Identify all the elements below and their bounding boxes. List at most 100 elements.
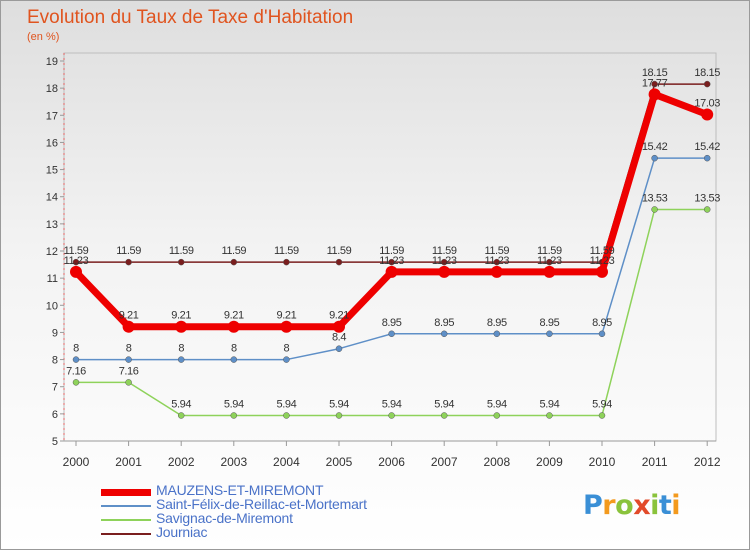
- y-tick-label: 6: [52, 409, 58, 421]
- data-label-2: 5.94: [434, 398, 454, 410]
- data-point-3: [493, 258, 501, 266]
- x-tick-label: 2008: [483, 455, 510, 469]
- data-label-0: 9.21: [329, 310, 349, 322]
- data-point-3: [335, 258, 343, 266]
- data-label-1: 8.95: [539, 317, 559, 329]
- data-label-0: 9.21: [171, 310, 191, 322]
- logo-letter: t: [658, 490, 672, 521]
- data-label-2: 5.94: [276, 398, 296, 410]
- data-label-0: 11.23: [484, 255, 509, 267]
- legend-swatch: [101, 505, 151, 507]
- data-label-0: 9.21: [276, 310, 296, 322]
- data-label-3: 11.59: [590, 245, 615, 257]
- data-point-1: [283, 356, 290, 363]
- data-label-1: 8: [73, 343, 79, 355]
- data-point-3: [283, 258, 290, 266]
- data-point-1: [493, 330, 501, 338]
- data-label-1: 15.42: [642, 141, 668, 153]
- data-point-0: [543, 265, 556, 278]
- data-point-0: [70, 265, 82, 278]
- y-tick-label: 8: [52, 355, 58, 367]
- data-point-2: [493, 412, 501, 419]
- data-point-1: [546, 330, 553, 338]
- data-point-2: [335, 412, 343, 419]
- data-point-3: [651, 80, 658, 88]
- data-label-3: 11.59: [432, 245, 457, 257]
- data-label-3: 18.15: [642, 67, 668, 79]
- legend-label: MAUZENS-ET-MIREMONT: [156, 482, 324, 498]
- x-tick-label: 2011: [642, 455, 668, 469]
- series-lines: [70, 80, 714, 419]
- data-label-3: 11.59: [221, 245, 246, 257]
- data-label-2: 7.16: [66, 365, 86, 377]
- x-tick-label: 2009: [536, 455, 563, 469]
- data-label-2: 5.94: [487, 398, 507, 410]
- data-point-1: [598, 330, 606, 338]
- data-point-1: [651, 154, 658, 162]
- legend-swatch: [101, 519, 151, 521]
- data-point-3: [125, 258, 132, 266]
- legend-swatch: [101, 489, 151, 496]
- y-tick-label: 15: [46, 165, 58, 177]
- logo-letter: i: [671, 490, 681, 521]
- data-label-1: 8.4: [332, 332, 346, 344]
- data-point-2: [72, 379, 80, 386]
- logo-letter: P: [583, 490, 603, 521]
- y-tick-label: 10: [46, 300, 58, 312]
- data-label-0: 11.23: [379, 255, 404, 267]
- data-label-3: 18.15: [694, 67, 720, 79]
- legend-label: Savignac-de-Miremont: [156, 510, 293, 526]
- data-label-3: 11.59: [169, 245, 194, 257]
- data-point-1: [335, 345, 343, 352]
- y-tick-label: 16: [46, 137, 58, 149]
- data-label-1: 8.95: [382, 317, 402, 329]
- y-tick-label: 19: [46, 56, 58, 68]
- data-label-1: 8.95: [487, 317, 507, 329]
- data-label-3: 11.59: [64, 245, 89, 257]
- x-tick-label: 2007: [431, 455, 458, 469]
- data-label-2: 13.53: [642, 192, 668, 204]
- x-tick-label: 2000: [63, 455, 90, 469]
- legend-swatch: [101, 533, 151, 535]
- series-line-0: [72, 90, 711, 331]
- data-point-1: [72, 356, 80, 363]
- data-point-0: [438, 265, 451, 278]
- data-label-3: 11.59: [379, 245, 404, 257]
- data-point-3: [230, 258, 238, 266]
- data-label-2: 5.94: [382, 398, 402, 410]
- data-label-1: 8: [231, 343, 237, 355]
- data-point-1: [440, 330, 448, 338]
- data-label-0: 11.23: [64, 255, 89, 267]
- x-tick-label: 2001: [115, 455, 142, 469]
- data-label-3: 11.59: [537, 245, 562, 257]
- data-point-3: [546, 258, 553, 266]
- data-point-1: [125, 356, 132, 363]
- x-tick-label: 2003: [220, 455, 247, 469]
- data-point-0: [596, 265, 608, 278]
- y-tick-label: 7: [52, 382, 58, 394]
- data-point-2: [546, 412, 553, 419]
- data-labels: 11.23 9.21 9.21 9.21 9.21 9.21 11.23 11.23 11.23…: [64, 67, 721, 410]
- data-point-2: [230, 412, 238, 419]
- data-point-1: [388, 330, 395, 338]
- data-label-1: 8: [284, 343, 290, 355]
- data-label-0: 11.23: [590, 255, 615, 267]
- data-point-0: [227, 320, 240, 333]
- data-point-3: [440, 258, 448, 266]
- data-point-3: [388, 258, 395, 266]
- data-label-0: 9.21: [224, 310, 244, 322]
- logo-letter: i: [650, 490, 659, 521]
- data-point-1: [230, 356, 238, 363]
- x-tick-label: 2012: [694, 455, 721, 469]
- data-point-3: [177, 258, 185, 266]
- logo-letter: o: [615, 490, 634, 521]
- data-label-2: 5.94: [224, 398, 244, 410]
- data-point-2: [125, 379, 132, 386]
- data-label-2: 5.94: [539, 398, 559, 410]
- data-point-2: [283, 412, 290, 419]
- data-label-2: 5.94: [171, 398, 191, 410]
- data-label-1: 8.95: [592, 317, 612, 329]
- y-tick-label: 14: [46, 192, 58, 204]
